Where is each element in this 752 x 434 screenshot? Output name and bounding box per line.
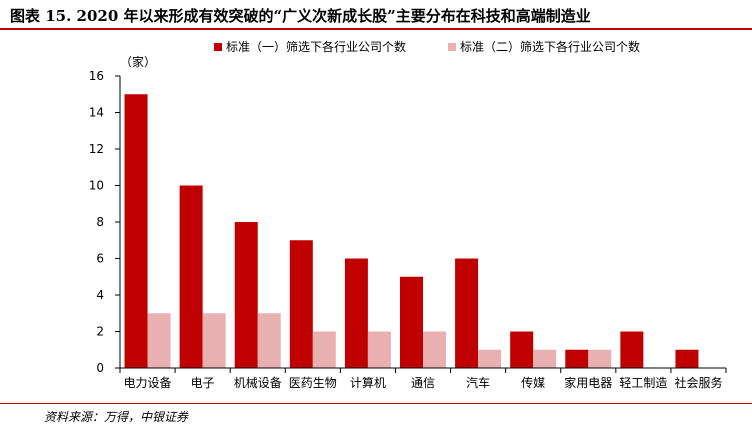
bar-chart: 标准（一）筛选下各行业公司个数 标准（二）筛选下各行业公司个数 （家） 0 2 4 6 8… [89, 39, 727, 390]
bar-1 [234, 222, 258, 368]
bar-1 [124, 94, 148, 368]
bar-1 [400, 276, 423, 368]
y-tick-label: 2 [96, 325, 104, 339]
y-tick-label: 0 [96, 361, 104, 375]
bar-1 [179, 185, 203, 368]
bar-1 [510, 331, 534, 368]
x-tick-label: 通信 [411, 376, 435, 390]
y-axis-label: （家） [120, 54, 156, 69]
figure-title: 图表 15. 2020 年以来形成有效突破的“广义次新成长股”主要分布在科技和高… [10, 7, 591, 25]
x-tick-label: 医药生物 [289, 376, 337, 390]
x-tick-label: 家用电器 [564, 375, 612, 390]
legend-label: 标准（一）筛选下各行业公司个数 [226, 39, 406, 54]
bar-2 [257, 313, 281, 368]
bar-2 [312, 331, 336, 368]
y-tick-label: 8 [96, 215, 104, 229]
x-tick-label: 传媒 [521, 375, 545, 390]
x-tick-label: 计算机 [350, 375, 386, 390]
legend: 标准（一）筛选下各行业公司个数 标准（二）筛选下各行业公司个数 [214, 39, 640, 54]
y-tick-label: 12 [89, 142, 104, 156]
bar-2 [202, 313, 226, 368]
y-tick-label: 16 [89, 69, 104, 83]
y-tick-label: 14 [89, 106, 104, 120]
bar-1 [620, 331, 644, 368]
source-note: 资料来源：万得，中银证券 [44, 410, 189, 424]
x-tick-label: 轻工制造 [619, 376, 667, 390]
footer-divider [0, 403, 752, 404]
y-tick-label: 6 [96, 252, 104, 266]
x-tick-label: 机械设备 [234, 375, 282, 390]
bar-1 [455, 258, 479, 368]
x-tick-label: 社会服务 [674, 375, 722, 390]
x-axis: 电力设备 电子 机械设备 医药生物 计算机 通信 汽车 传媒 家用电器 轻工制造 社会服务 [119, 367, 727, 390]
title-bar: 图表 15. 2020 年以来形成有效突破的“广义次新成长股”主要分布在科技和高… [0, 0, 752, 30]
bar-1 [289, 240, 313, 368]
y-tick-label: 4 [96, 288, 104, 302]
y-tick-label: 10 [89, 179, 104, 193]
bar-1 [675, 349, 699, 368]
bar-2 [423, 331, 446, 368]
bar-2 [533, 349, 557, 368]
x-tick-label: 电力设备 [124, 376, 172, 390]
bar-2 [147, 313, 171, 368]
legend-label: 标准（二）筛选下各行业公司个数 [460, 39, 640, 54]
bar-1 [344, 258, 368, 368]
bar-2 [367, 331, 391, 368]
legend-swatch [448, 43, 456, 51]
legend-swatch [214, 43, 222, 51]
bar-2 [588, 349, 612, 368]
x-tick-label: 汽车 [466, 375, 490, 390]
y-axis: 0 2 4 6 8 10 12 14 16 [89, 69, 121, 375]
bar-1 [565, 349, 589, 368]
bars [124, 94, 699, 368]
bar-2 [478, 349, 502, 368]
x-tick-label: 电子 [191, 376, 215, 390]
